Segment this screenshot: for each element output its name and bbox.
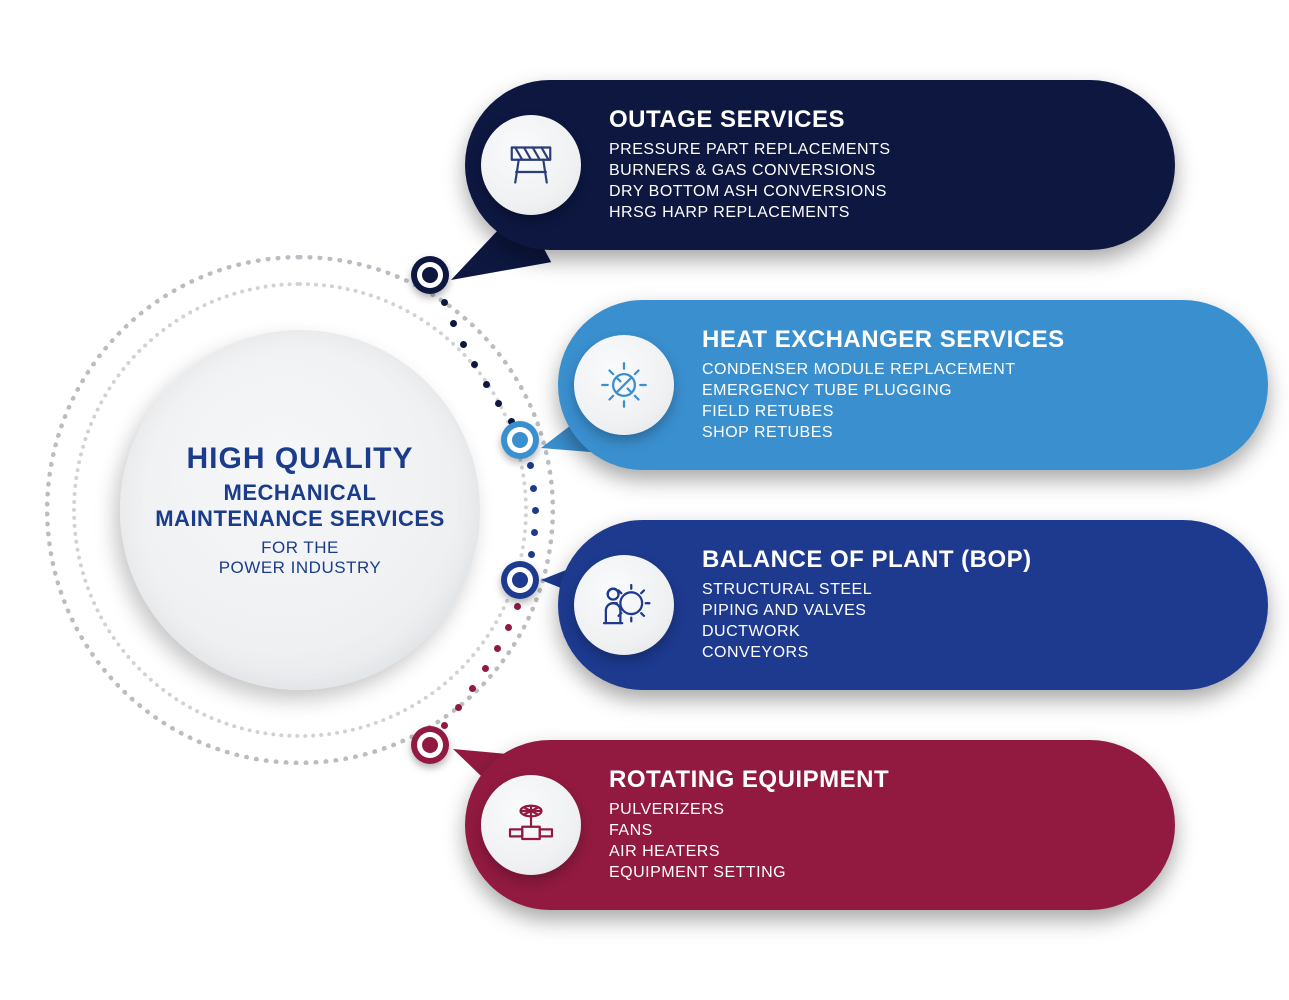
service-card-rotating: ROTATING EQUIPMENT PULVERIZERSFANSAIR HEA… bbox=[465, 740, 1175, 910]
connector-dot bbox=[460, 341, 467, 348]
outage-icon bbox=[481, 115, 581, 215]
connector-dot bbox=[505, 624, 512, 631]
hub-line2: MECHANICAL bbox=[224, 480, 377, 506]
connector-dot bbox=[471, 361, 478, 368]
card-title: ROTATING EQUIPMENT bbox=[609, 766, 889, 794]
connector-dot bbox=[469, 685, 476, 692]
bop-icon bbox=[574, 555, 674, 655]
node-core bbox=[512, 432, 528, 448]
card-item: DRY BOTTOM ASH CONVERSIONS bbox=[609, 182, 891, 203]
service-card-heat: HEAT EXCHANGER SERVICES CONDENSER MODULE … bbox=[558, 300, 1268, 470]
card-item: EMERGENCY TUBE PLUGGING bbox=[702, 381, 1065, 402]
infographic-canvas: HIGH QUALITY MECHANICALMAINTENANCE SERVIC… bbox=[0, 0, 1289, 1000]
card-item: AIR HEATERS bbox=[609, 842, 889, 863]
card-item: CONDENSER MODULE REPLACEMENT bbox=[702, 360, 1065, 381]
heat-icon bbox=[574, 335, 674, 435]
connector-dot bbox=[514, 603, 521, 610]
connector-dot bbox=[495, 400, 502, 407]
card-item: PULVERIZERS bbox=[609, 800, 889, 821]
node-core bbox=[422, 737, 438, 753]
connector-dot bbox=[527, 462, 534, 469]
card-item: FANS bbox=[609, 821, 889, 842]
hub-line3: MAINTENANCE SERVICES bbox=[155, 506, 445, 532]
service-card-bop: BALANCE OF PLANT (BOP) STRUCTURAL STEELPI… bbox=[558, 520, 1268, 690]
hub-line5: POWER INDUSTRY bbox=[219, 558, 382, 578]
card-item: FIELD RETUBES bbox=[702, 402, 1065, 423]
card-item: CONVEYORS bbox=[702, 643, 1032, 664]
rotating-icon bbox=[481, 775, 581, 875]
hub-circle: HIGH QUALITY MECHANICALMAINTENANCE SERVIC… bbox=[120, 330, 480, 690]
connector-dot bbox=[494, 645, 501, 652]
card-item: EQUIPMENT SETTING bbox=[609, 863, 889, 884]
card-title: OUTAGE SERVICES bbox=[609, 106, 891, 134]
node-core bbox=[512, 572, 528, 588]
connector-dot bbox=[531, 529, 538, 536]
connector-dot bbox=[528, 551, 535, 558]
card-item: HRSG HARP REPLACEMENTS bbox=[609, 203, 891, 224]
hub-line1: HIGH QUALITY bbox=[187, 442, 414, 476]
connector-dot bbox=[455, 704, 462, 711]
card-item: BURNERS & GAS CONVERSIONS bbox=[609, 161, 891, 182]
connector-dot bbox=[441, 722, 448, 729]
card-item: PIPING AND VALVES bbox=[702, 601, 1032, 622]
card-title: HEAT EXCHANGER SERVICES bbox=[702, 326, 1065, 354]
connector-dot bbox=[532, 507, 539, 514]
card-item: DUCTWORK bbox=[702, 622, 1032, 643]
connector-dot bbox=[441, 299, 448, 306]
connector-dot bbox=[482, 665, 489, 672]
node-core bbox=[422, 267, 438, 283]
hub-line4: FOR THE bbox=[261, 538, 339, 558]
card-item: STRUCTURAL STEEL bbox=[702, 580, 1032, 601]
connector-dot bbox=[483, 381, 490, 388]
card-item: SHOP RETUBES bbox=[702, 423, 1065, 444]
card-item: PRESSURE PART REPLACEMENTS bbox=[609, 140, 891, 161]
card-title: BALANCE OF PLANT (BOP) bbox=[702, 546, 1032, 574]
connector-dot bbox=[450, 320, 457, 327]
connector-dot bbox=[530, 485, 537, 492]
service-card-outage: OUTAGE SERVICES PRESSURE PART REPLACEMENT… bbox=[465, 80, 1175, 250]
